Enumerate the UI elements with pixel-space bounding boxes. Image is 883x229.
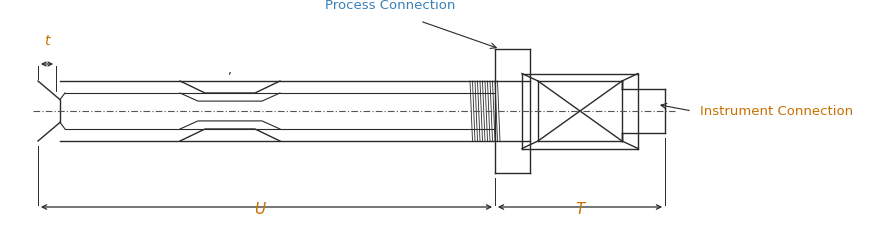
Text: U: U	[254, 201, 266, 216]
Text: ,: ,	[228, 64, 232, 77]
Text: Process Connection: Process Connection	[325, 0, 456, 12]
Text: t: t	[44, 34, 49, 48]
Text: T: T	[576, 201, 585, 216]
Text: Instrument Connection: Instrument Connection	[700, 105, 853, 118]
